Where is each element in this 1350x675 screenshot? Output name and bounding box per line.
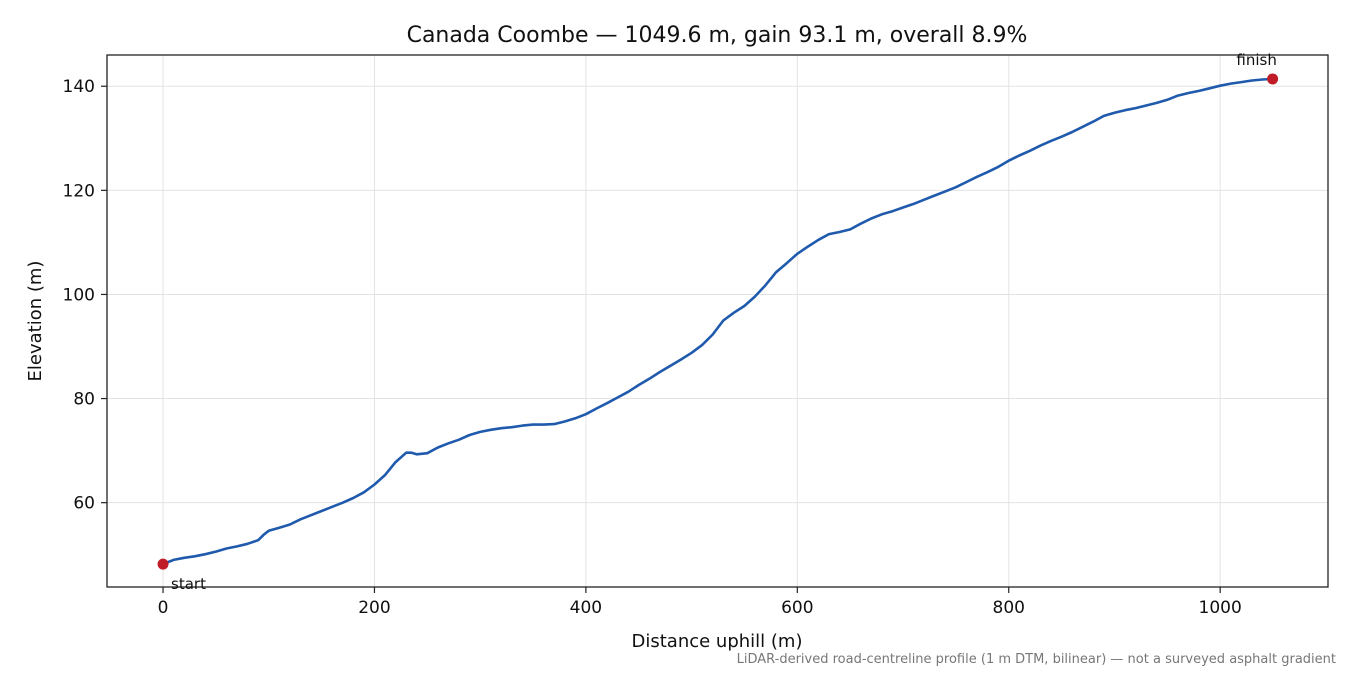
x-tick-label: 0 — [158, 598, 169, 618]
x-axis-label: Distance uphill (m) — [632, 631, 803, 652]
plot-area-frame — [106, 54, 1329, 588]
x-axis-ticks: 0 200 400 600 800 1000 — [158, 587, 1242, 618]
data-source-footnote: LiDAR-derived road-centreline profile (1… — [736, 652, 1336, 667]
x-tick-label: 200 — [358, 598, 390, 618]
x-tick-label: 800 — [993, 598, 1025, 618]
finish-marker — [1267, 73, 1279, 85]
y-tick-label: 80 — [73, 390, 95, 410]
endpoint-markers: start finish — [157, 51, 1279, 593]
y-tick-label: 60 — [73, 494, 95, 514]
y-tick-label: 140 — [63, 77, 95, 97]
x-tick-label: 1000 — [1199, 598, 1242, 618]
y-tick-label: 100 — [63, 285, 95, 305]
finish-label: finish — [1236, 51, 1276, 69]
y-axis-label: Elevation (m) — [25, 261, 46, 382]
start-label: start — [171, 575, 206, 593]
elevation-profile-line — [161, 77, 1274, 566]
grid-lines — [107, 55, 1328, 587]
y-axis-ticks: 60 80 100 120 140 — [63, 77, 107, 514]
x-tick-label: 600 — [781, 598, 813, 618]
chart-title: Canada Coombe — 1049.6 m, gain 93.1 m, o… — [407, 23, 1028, 48]
y-tick-label: 120 — [63, 181, 95, 201]
start-marker — [157, 558, 169, 570]
x-tick-label: 400 — [570, 598, 602, 618]
